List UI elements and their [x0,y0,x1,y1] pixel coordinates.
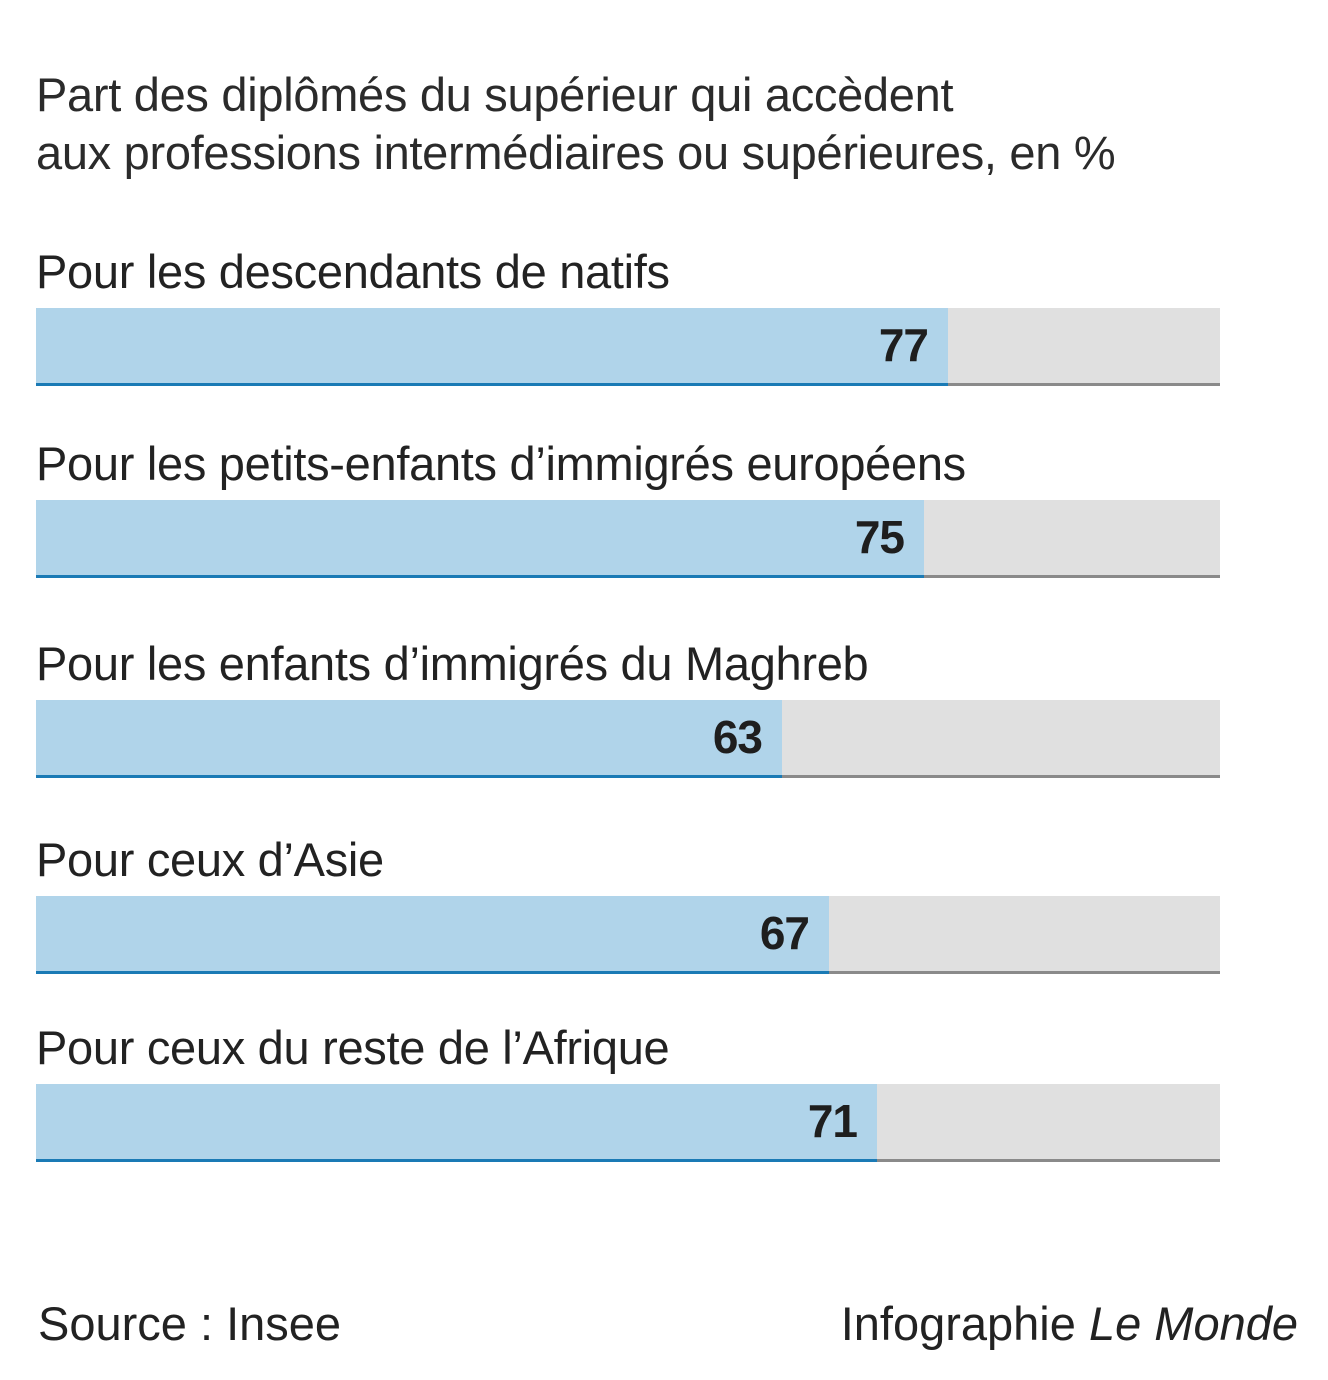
bar-value-label: 77 [878,319,929,371]
bar-track: 67 [36,896,1220,974]
bar-track: 77 [36,308,1220,386]
bar-track: 71 [36,1084,1220,1162]
credit-brand: Le Monde [1088,1297,1298,1350]
bar-value-label: 71 [807,1095,858,1147]
bar-label: Pour ceux du reste de l’Afrique [36,1021,670,1074]
chart-title-line-1: Part des diplômés du supérieur qui accèd… [36,68,954,121]
bar [36,700,782,778]
bar-track: 75 [36,500,1220,578]
bar-value-label: 63 [712,711,763,763]
bar-label: Pour ceux d’Asie [36,833,384,886]
source-note: Source : Insee [38,1297,342,1350]
bar-label: Pour les enfants d’immigrés du Maghreb [36,637,869,690]
bar-label: Pour les petits-enfants d’immigrés europ… [36,437,966,490]
bar [36,896,829,974]
bar-value-label: 75 [854,511,905,563]
bar [36,1084,877,1162]
credit-prefix: Infographie [840,1297,1089,1350]
bar-label: Pour les descendants de natifs [36,245,670,298]
bar-value-label: 67 [759,907,810,959]
infographic-credit: Infographie Le Monde [841,1296,1298,1352]
chart-title-line-2: aux professions intermédiaires ou supéri… [36,126,1116,179]
bar [36,500,924,578]
bar [36,308,948,386]
bar-track: 63 [36,700,1220,778]
chart-title: Part des diplômés du supérieur qui accèd… [36,66,1276,182]
